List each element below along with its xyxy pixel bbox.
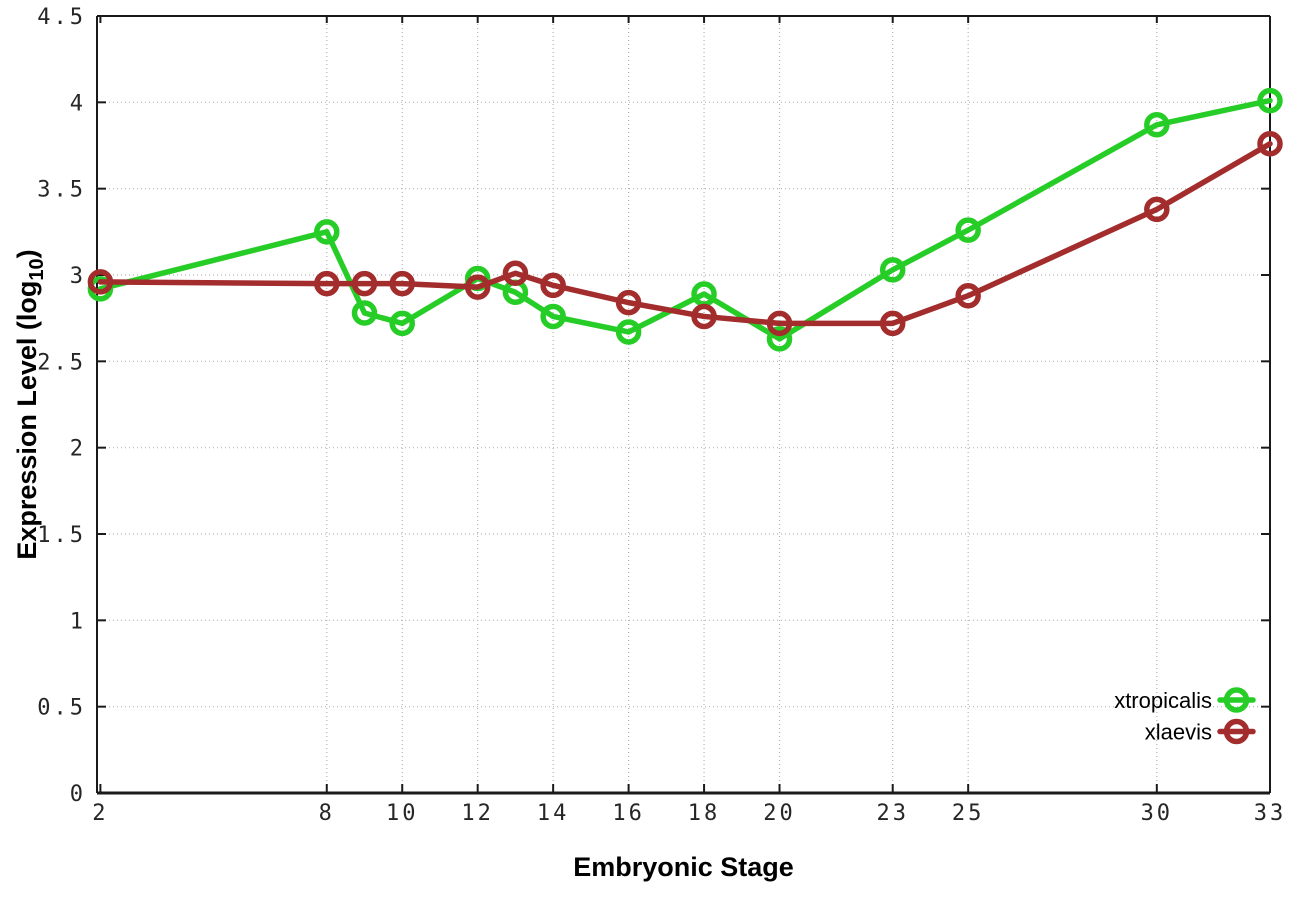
series-xlaevis-marker xyxy=(87,269,114,295)
legend-marker-xlaevis xyxy=(1223,718,1250,745)
x-tick-label: 30 xyxy=(1141,801,1174,826)
y-tick-label: 2 xyxy=(70,437,86,462)
series-xlaevis-marker xyxy=(351,270,378,297)
y-tick-label: 3.5 xyxy=(37,178,86,203)
y-tick-label: 1.5 xyxy=(37,523,86,548)
x-tick-label: 10 xyxy=(386,801,419,826)
series-xtropicalis-marker xyxy=(314,219,340,245)
series-xlaevis-marker xyxy=(540,272,566,299)
series-xtropicalis-marker xyxy=(1144,112,1170,138)
y-axis-title: Expression Level (log10) xyxy=(12,249,48,559)
series-xtropicalis-marker xyxy=(540,303,566,330)
series-xtropicalis-marker xyxy=(1257,87,1283,114)
x-tick-label: 33 xyxy=(1254,801,1287,826)
series-xtropicalis-marker xyxy=(351,300,378,326)
y-tick-label: 4.5 xyxy=(37,5,86,30)
x-tick-label: 20 xyxy=(763,801,796,826)
series-xlaevis-marker xyxy=(691,303,717,330)
series-xlaevis-marker xyxy=(955,282,981,309)
series-xlaevis-marker xyxy=(502,260,529,287)
y-tick-label: 4 xyxy=(70,91,86,116)
x-tick-label: 16 xyxy=(612,801,645,826)
series-xtropicalis-marker xyxy=(389,310,415,337)
y-tick-label: 3 xyxy=(70,264,86,289)
series-xtropicalis-marker xyxy=(879,257,906,283)
series-xlaevis-marker xyxy=(766,310,793,337)
x-tick-label: 18 xyxy=(688,801,721,826)
series-xlaevis-marker xyxy=(464,274,491,300)
series-xtropicalis-line xyxy=(97,97,1273,342)
series-xlaevis-marker xyxy=(1144,196,1170,223)
y-tick-label: 0 xyxy=(70,782,86,807)
x-axis-title: Embryonic Stage xyxy=(573,852,794,882)
legend-marker-xtropicalis xyxy=(1223,687,1250,713)
series-xlaevis-marker xyxy=(314,270,340,297)
y-tick-label: 0.5 xyxy=(37,696,86,721)
legend-label-xtropicalis: xtropicalis xyxy=(1114,688,1212,713)
series-xtropicalis-marker xyxy=(766,326,793,352)
series-xlaevis-marker xyxy=(1257,131,1283,157)
x-tick-label: 8 xyxy=(319,801,335,826)
series-xtropicalis-marker xyxy=(955,217,981,243)
legend-label-xlaevis: xlaevis xyxy=(1145,720,1212,745)
x-tick-label: 25 xyxy=(952,801,985,826)
x-tick-label: 12 xyxy=(461,801,494,826)
x-tick-label: 2 xyxy=(92,801,108,826)
y-tick-label: 2.5 xyxy=(37,350,86,375)
series-xlaevis-marker xyxy=(389,270,415,297)
y-tick-label: 1 xyxy=(70,609,86,634)
series-xtropicalis-marker xyxy=(615,319,642,345)
x-tick-label: 14 xyxy=(537,801,570,826)
series-xlaevis-marker xyxy=(879,310,906,337)
series-xlaevis-line xyxy=(97,141,1273,327)
x-tick-label: 23 xyxy=(876,801,909,826)
series-xlaevis-marker xyxy=(615,289,642,316)
